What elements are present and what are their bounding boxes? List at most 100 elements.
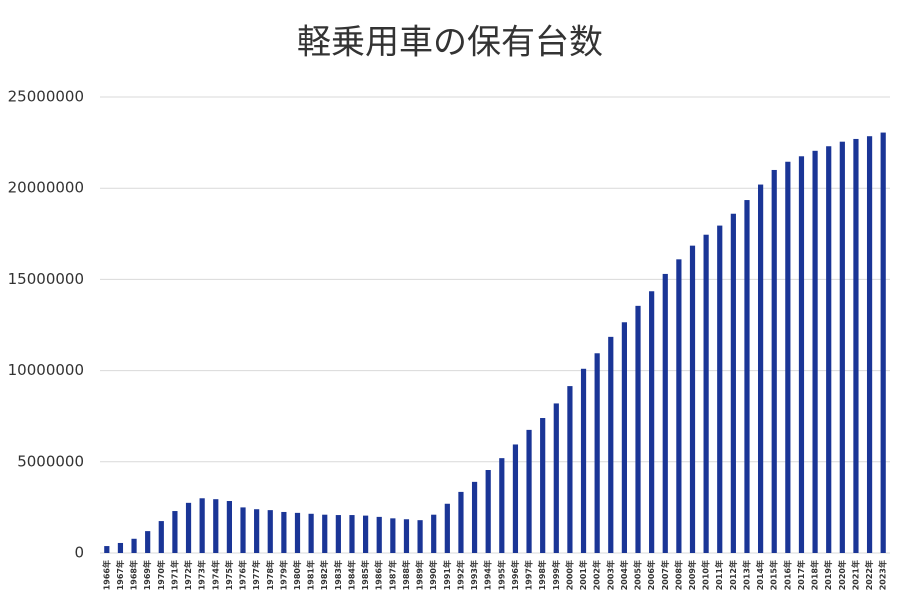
x-tick-label: 1975年 <box>224 560 234 590</box>
x-tick-label: 2003年 <box>605 560 615 590</box>
x-tick-label: 2015年 <box>769 560 779 590</box>
bar <box>717 225 723 554</box>
x-tick-label: 2013年 <box>741 560 751 590</box>
bar <box>866 136 873 553</box>
bar <box>213 499 219 553</box>
bar <box>880 132 886 553</box>
x-tick-label: 1988年 <box>401 560 411 590</box>
x-tick-label: 1990年 <box>428 560 438 590</box>
bar <box>608 336 614 553</box>
x-tick-label: 1966年 <box>101 560 111 590</box>
x-tick-label: 2014年 <box>755 560 765 590</box>
bar <box>444 503 450 553</box>
bar <box>158 521 164 553</box>
bar <box>417 520 423 553</box>
bar <box>226 501 232 553</box>
x-tick-label: 2004年 <box>619 560 629 590</box>
x-tick-label: 2008年 <box>673 560 683 590</box>
x-tick-label: 1978年 <box>265 560 275 590</box>
x-tick-label: 2002年 <box>592 560 602 590</box>
x-tick-label: 1982年 <box>319 560 329 590</box>
x-tick-label: 1997年 <box>524 560 534 590</box>
x-tick-label: 1998年 <box>537 560 547 590</box>
x-tick-label: 1973年 <box>197 560 207 590</box>
x-tick-label: 2001年 <box>578 560 588 590</box>
x-tick-label: 2021年 <box>850 560 860 590</box>
bar <box>131 538 137 553</box>
bar <box>649 291 655 553</box>
x-tick-label: 1981年 <box>306 560 316 590</box>
x-tick-label: 2005年 <box>633 560 643 590</box>
x-tick-label: 2006年 <box>646 560 656 590</box>
y-tick-label: 0 <box>74 544 84 562</box>
bar <box>553 403 559 553</box>
x-tick-label: 1993年 <box>469 560 479 590</box>
bar <box>390 518 396 553</box>
bar <box>499 458 505 553</box>
bar <box>635 305 641 553</box>
bar <box>798 156 805 553</box>
x-tick-label: 1986年 <box>374 560 384 590</box>
bar <box>322 514 328 553</box>
x-tick-label: 1983年 <box>333 560 343 590</box>
bar <box>458 491 464 553</box>
bar <box>689 245 696 553</box>
x-tick-label: 1996年 <box>510 560 520 590</box>
bar <box>117 542 124 553</box>
chart-title: 軽乗用車の保有台数 <box>297 23 603 63</box>
y-tick-label: 5000000 <box>17 452 84 470</box>
y-tick-label: 20000000 <box>8 179 84 197</box>
bar <box>172 511 178 553</box>
x-tick-label: 1995年 <box>496 560 506 590</box>
x-tick-label: 1977年 <box>251 560 261 590</box>
bar <box>785 161 791 553</box>
bar <box>662 273 668 553</box>
bar <box>267 510 273 553</box>
x-tick-label: 1984年 <box>346 560 356 590</box>
x-tick-label: 2018年 <box>810 560 820 590</box>
x-tick-label: 2011年 <box>714 560 724 590</box>
bar <box>240 507 246 553</box>
bar <box>826 146 832 554</box>
x-tick-label: 1972年 <box>183 560 193 590</box>
bar <box>308 513 314 553</box>
bar <box>145 531 151 553</box>
bar <box>512 444 519 553</box>
bar <box>758 184 764 553</box>
bar <box>839 141 845 554</box>
bar <box>812 150 818 554</box>
x-tick-label: 1980年 <box>292 560 302 590</box>
bar <box>703 234 709 553</box>
x-tick-label: 1974年 <box>210 560 220 590</box>
x-tick-label: 2017年 <box>796 560 806 590</box>
y-tick-label: 15000000 <box>8 270 84 288</box>
bar <box>730 213 736 553</box>
x-tick-label: 2010年 <box>701 560 711 590</box>
bar <box>485 470 491 553</box>
x-tick-label: 2012年 <box>728 560 738 590</box>
x-tick-label: 2009年 <box>687 560 697 590</box>
x-tick-label: 1999年 <box>551 560 561 590</box>
bar <box>281 511 287 553</box>
x-tick-label: 1971年 <box>169 560 179 590</box>
x-tick-label: 1989年 <box>415 560 425 590</box>
bar <box>185 502 192 553</box>
x-tick-label: 2020年 <box>837 560 847 590</box>
bar <box>526 429 532 553</box>
bar <box>363 515 369 553</box>
x-tick-label: 1994年 <box>483 560 493 590</box>
bar <box>349 515 355 553</box>
x-tick-label: 1967年 <box>115 560 125 590</box>
x-tick-label: 1970年 <box>156 560 166 590</box>
bar <box>471 481 478 553</box>
bar <box>853 138 859 553</box>
y-tick-label: 25000000 <box>8 88 84 106</box>
x-tick-label: 1985年 <box>360 560 370 590</box>
bar <box>199 498 205 553</box>
x-tick-label: 1969年 <box>142 560 152 590</box>
bar <box>676 259 682 553</box>
x-tick-label: 1968年 <box>129 560 139 590</box>
bar <box>254 509 260 553</box>
x-tick-label: 2000年 <box>564 560 574 590</box>
